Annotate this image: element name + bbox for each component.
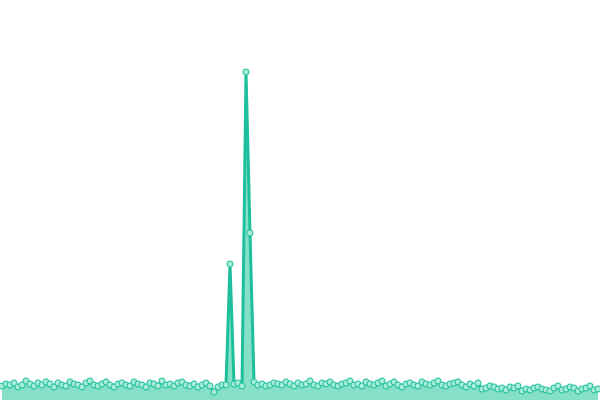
point xyxy=(222,381,230,389)
area xyxy=(2,72,598,400)
point xyxy=(414,382,422,390)
point xyxy=(86,377,94,385)
point xyxy=(226,260,234,268)
point xyxy=(554,382,562,390)
point xyxy=(594,385,600,393)
point xyxy=(154,382,162,390)
point xyxy=(474,379,482,387)
point xyxy=(50,383,58,391)
point xyxy=(238,382,246,390)
point xyxy=(378,377,386,385)
point xyxy=(346,377,354,385)
point xyxy=(126,382,134,390)
point xyxy=(210,388,218,396)
point xyxy=(206,382,214,390)
point xyxy=(62,382,70,390)
point xyxy=(358,382,366,390)
point xyxy=(10,379,18,387)
point xyxy=(158,377,166,385)
point xyxy=(306,377,314,385)
point xyxy=(18,381,26,389)
point xyxy=(434,377,442,385)
line xyxy=(1,70,599,394)
point xyxy=(514,382,522,390)
point xyxy=(246,229,254,237)
point xyxy=(242,68,250,76)
point xyxy=(142,383,150,391)
point xyxy=(586,382,594,390)
point xyxy=(78,383,86,391)
